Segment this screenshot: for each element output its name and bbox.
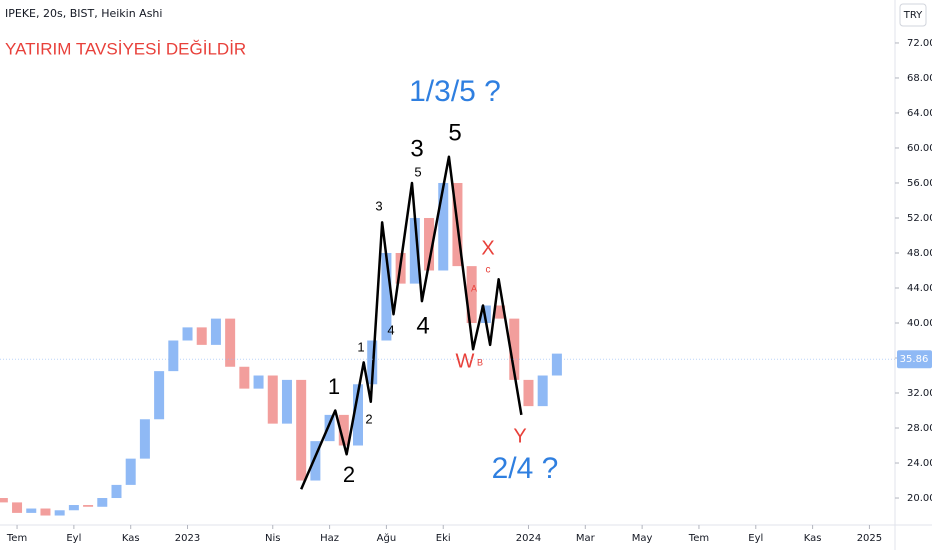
y-tick-label: 72.00 <box>907 38 932 49</box>
candle <box>310 441 321 481</box>
y-tick-label: 44.00 <box>907 283 932 294</box>
wave-label: 3 <box>410 135 423 162</box>
y-tick-label: 20.00 <box>907 493 932 504</box>
candle <box>338 414 349 446</box>
y-tick-label: 68.00 <box>907 73 932 84</box>
candle <box>381 252 392 341</box>
candle <box>68 505 79 511</box>
candle <box>182 327 193 341</box>
wave-label: B <box>477 357 483 367</box>
candle <box>26 508 37 513</box>
chart-subtitle: YATIRIM TAVSİYESİ DEĞİLDİR <box>5 39 246 58</box>
wave-label: 2 <box>365 411 372 426</box>
candle <box>196 327 207 345</box>
y-tick-label: 56.00 <box>907 178 932 189</box>
x-tick-label: Eyl <box>748 533 763 544</box>
candle <box>0 498 8 503</box>
candle <box>509 318 520 380</box>
wave-label: X <box>481 237 494 259</box>
wave-label: 4 <box>416 312 429 339</box>
candle <box>324 414 335 442</box>
x-tick-label: Mar <box>576 533 596 544</box>
candle <box>551 353 562 376</box>
candle <box>168 340 179 372</box>
candle <box>495 305 506 319</box>
x-tick-label: Haz <box>320 533 339 544</box>
wave-label: 3 <box>375 198 382 213</box>
currency-box[interactable] <box>899 3 927 27</box>
candle <box>267 375 278 424</box>
candle <box>424 217 435 271</box>
x-tick-label: Nis <box>265 533 280 544</box>
last-price-label: 35.86 <box>900 354 929 365</box>
candle <box>296 379 307 481</box>
last-price-badge <box>897 350 932 369</box>
y-tick-label: 52.00 <box>907 213 932 224</box>
wave-label: 4 <box>387 322 394 337</box>
wave-label: c <box>486 265 491 276</box>
candle <box>253 375 264 389</box>
candle <box>40 508 51 516</box>
candle <box>239 366 250 389</box>
wave-line <box>300 155 523 490</box>
candle <box>210 318 221 345</box>
candle <box>438 182 449 271</box>
wave-label: 2 <box>343 462 355 487</box>
candle <box>125 458 136 485</box>
x-tick-label: 2024 <box>516 533 541 544</box>
y-tick-label: 28.00 <box>907 423 932 434</box>
y-tick-label: 24.00 <box>907 458 932 469</box>
candle <box>409 217 420 284</box>
currency[interactable]: TRY <box>903 10 923 21</box>
y-tick-label: 64.00 <box>907 108 932 119</box>
wave-label: 2/4 ? <box>492 452 559 485</box>
candle <box>154 371 165 420</box>
candle <box>281 379 292 424</box>
wave-label: 5 <box>414 164 421 179</box>
candle <box>139 419 150 459</box>
candle <box>225 318 236 367</box>
candle <box>523 379 534 407</box>
candle <box>54 510 65 516</box>
candle <box>111 484 122 499</box>
x-tick-label: Tem <box>6 533 27 544</box>
wave-label: Y <box>513 425 526 447</box>
candle <box>12 502 23 513</box>
x-tick-label: 2025 <box>857 533 882 544</box>
wave-label: 5 <box>448 119 461 146</box>
candle <box>97 498 108 507</box>
y-tick-label: 48.00 <box>907 248 932 259</box>
y-tick-label: 40.00 <box>907 318 932 329</box>
x-tick-label: 2023 <box>175 533 200 544</box>
y-tick-label: 60.00 <box>907 143 932 154</box>
x-tick-label: Ağu <box>377 532 397 544</box>
candle <box>83 505 94 507</box>
x-tick-label: Kas <box>804 533 822 544</box>
x-tick-label: Kas <box>122 533 140 544</box>
wave-label: W <box>456 350 475 372</box>
wave-label: 1 <box>357 339 364 354</box>
x-tick-label: Eyl <box>66 533 81 544</box>
x-tick-label: May <box>632 533 653 544</box>
x-tick-label: Eki <box>436 533 451 544</box>
wave-label: 1/3/5 ? <box>409 75 501 108</box>
y-tick-label: 32.00 <box>907 388 932 399</box>
candle <box>353 384 363 446</box>
chart-title: IPEKE, 20s, BIST, Heikin Ashi <box>5 7 162 20</box>
wave-label: A <box>471 283 477 293</box>
x-tick-label: Tem <box>688 533 709 544</box>
wave-label: 1 <box>328 374 340 399</box>
candle <box>466 266 477 324</box>
candle <box>537 375 548 407</box>
